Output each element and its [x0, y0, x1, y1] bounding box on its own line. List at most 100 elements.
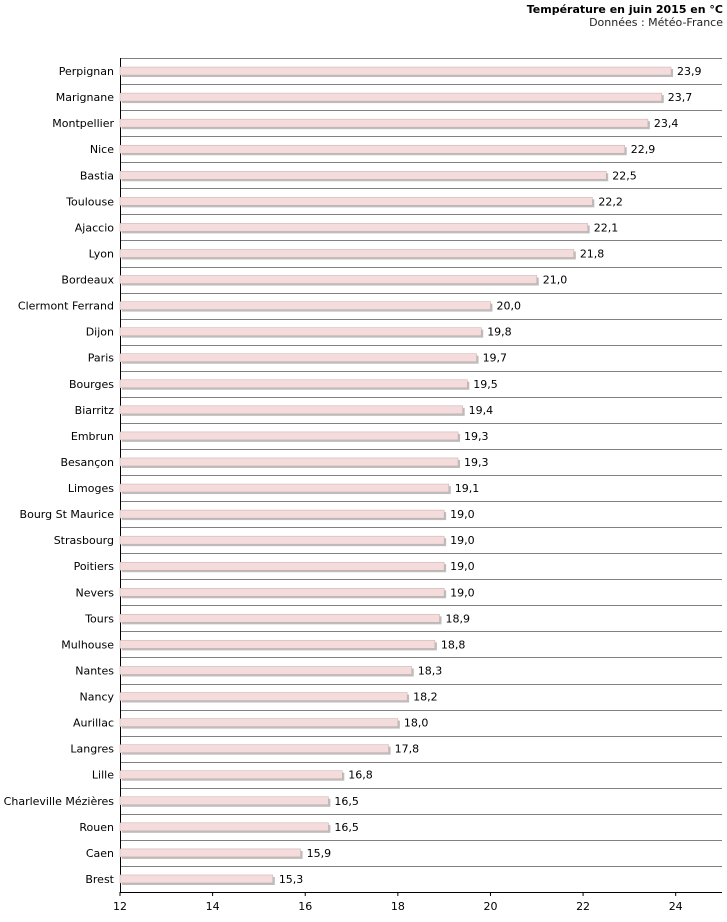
category-label: Lille	[92, 769, 114, 782]
bar	[119, 588, 445, 597]
chart-header: Température en juin 2015 en °C Données :…	[527, 3, 723, 29]
x-tick-label: 18	[391, 900, 405, 913]
bar	[119, 197, 593, 206]
data-label: 21,8	[580, 247, 605, 260]
data-label: 19,0	[450, 586, 475, 599]
data-label: 17,8	[395, 743, 420, 756]
category-label: Mulhouse	[61, 638, 114, 651]
category-label: Toulouse	[65, 195, 114, 208]
bar	[119, 171, 607, 180]
bar	[119, 405, 463, 415]
data-label: 23,4	[654, 117, 679, 130]
category-label: Besançon	[60, 456, 114, 469]
data-label: 16,5	[334, 795, 359, 808]
bar	[119, 874, 274, 884]
category-label: Brest	[85, 873, 114, 886]
data-label: 20,0	[496, 300, 521, 313]
bar	[119, 770, 343, 779]
data-label: 22,1	[594, 221, 619, 234]
bar	[119, 718, 399, 727]
bar	[119, 223, 588, 232]
data-label: 15,9	[307, 847, 332, 860]
data-label: 19,4	[469, 404, 494, 417]
bar	[119, 275, 538, 284]
x-tick-label: 16	[298, 900, 312, 913]
bar	[119, 561, 445, 571]
category-label: Limoges	[68, 482, 114, 495]
category-label: Caen	[86, 847, 114, 860]
data-label: 19,5	[473, 378, 498, 391]
data-label: 19,0	[450, 508, 475, 521]
category-label: Ajaccio	[75, 221, 114, 234]
bar	[119, 327, 482, 336]
category-label: Perpignan	[59, 65, 114, 78]
bar	[119, 249, 575, 258]
category-label: Dijon	[86, 326, 114, 339]
bar	[119, 301, 491, 310]
bar	[119, 353, 477, 362]
data-label: 23,9	[677, 65, 702, 78]
category-label: Nantes	[75, 664, 114, 677]
data-label: 22,9	[631, 143, 656, 156]
category-label: Bourg St Maurice	[20, 508, 115, 521]
bar	[119, 848, 301, 858]
category-label: Aurillac	[73, 717, 114, 730]
category-label: Clermont Ferrand	[18, 300, 114, 313]
data-label: 22,5	[612, 169, 637, 182]
category-label: Charleville Mézières	[4, 795, 115, 808]
x-tick-label: 24	[669, 900, 683, 913]
bar	[119, 535, 445, 545]
chart-title: Température en juin 2015 en °C	[526, 3, 723, 16]
category-label: Poitiers	[74, 560, 115, 573]
data-label: 18,2	[413, 691, 438, 704]
data-label: 19,0	[450, 560, 475, 573]
x-tick-label: 20	[483, 900, 497, 913]
bar	[119, 118, 649, 128]
category-label: Rouen	[79, 821, 114, 834]
data-label: 19,3	[464, 430, 489, 443]
category-label: Lyon	[89, 247, 114, 260]
data-label: 19,8	[487, 326, 512, 339]
bar	[119, 431, 459, 441]
data-label: 16,8	[348, 769, 373, 782]
bar	[119, 457, 459, 467]
data-label: 23,7	[668, 91, 693, 104]
x-tick-label: 14	[206, 900, 220, 913]
data-label: 15,3	[279, 873, 304, 886]
bar	[119, 614, 440, 623]
bar	[119, 640, 436, 649]
bar	[119, 822, 329, 832]
category-label: Paris	[88, 352, 114, 365]
data-label: 19,1	[455, 482, 480, 495]
category-label: Nevers	[75, 586, 114, 599]
bar	[119, 66, 672, 76]
data-label: 18,8	[441, 638, 466, 651]
category-label: Biarritz	[75, 404, 115, 417]
category-label: Bastia	[80, 169, 114, 182]
bar	[119, 796, 329, 806]
bar	[119, 744, 389, 753]
x-tick-label: 22	[576, 900, 590, 913]
category-label: Nice	[90, 143, 114, 156]
category-label: Strasbourg	[54, 534, 114, 547]
category-label: Tours	[84, 612, 114, 625]
chart-subtitle: Données : Météo-France	[589, 16, 723, 29]
category-label: Montpellier	[52, 117, 114, 130]
bar	[119, 483, 450, 493]
data-label: 21,0	[543, 274, 568, 287]
data-label: 22,2	[598, 195, 623, 208]
category-label: Embrun	[71, 430, 114, 443]
bar	[119, 92, 663, 102]
data-label: 19,7	[483, 352, 508, 365]
category-label: Nancy	[80, 691, 115, 704]
category-label: Bourges	[69, 378, 114, 391]
category-label: Langres	[70, 743, 114, 756]
data-label: 18,3	[418, 664, 443, 677]
x-tick-label: 12	[113, 900, 127, 913]
category-label: Marignane	[56, 91, 114, 104]
data-label: 18,9	[446, 612, 471, 625]
data-label: 18,0	[404, 717, 429, 730]
data-label: 19,0	[450, 534, 475, 547]
data-label: 19,3	[464, 456, 489, 469]
